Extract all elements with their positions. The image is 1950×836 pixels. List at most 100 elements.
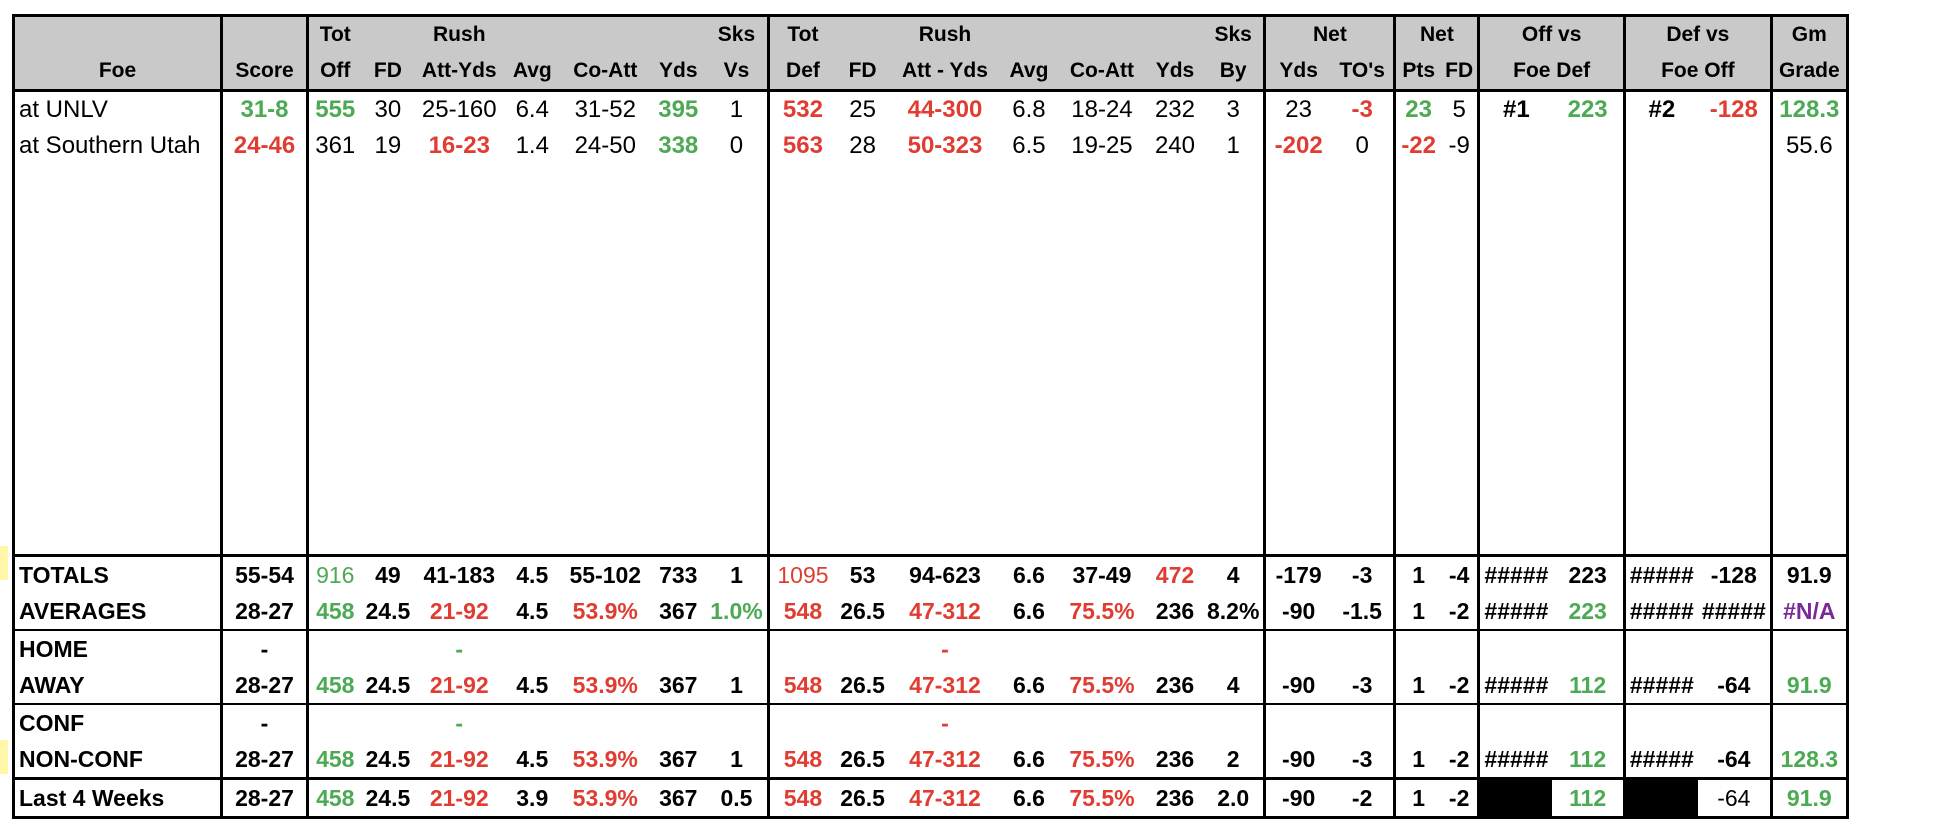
header-cell: FD [361, 53, 415, 92]
net-to-cell: -3 [1330, 554, 1395, 593]
score-cell: 28-27 [220, 777, 308, 818]
header-cell: Co-Att [1056, 53, 1147, 92]
header-cell: Tot [766, 15, 837, 53]
net-fd-cell: -2 [1440, 777, 1479, 818]
def-vs-off-cell: ##### [1701, 597, 1766, 624]
net-to-cell: 0 [1355, 132, 1369, 159]
sks-by-cell: 2 [1226, 745, 1240, 772]
foe-cell: at UNLV [19, 96, 108, 123]
off-rank-cell: ##### [1477, 554, 1553, 593]
header-cell: Net [1393, 15, 1479, 53]
avg-def-cell: 6.6 [1000, 554, 1057, 593]
fd-def-cell: 28 [849, 132, 876, 159]
avg-def-cell: 6.5 [1012, 132, 1046, 159]
tot-off-cell: 458 [306, 593, 362, 630]
home-row: HOME - - - [13, 629, 1848, 667]
header-cell: Def vs [1622, 15, 1772, 53]
fd-cell: 49 [361, 554, 415, 593]
rush-off-cell: 21-92 [429, 671, 489, 698]
net-fd-cell: -4 [1440, 554, 1479, 593]
fd-def-cell: 26.5 [840, 671, 885, 698]
header-cell: Avg [504, 53, 561, 92]
off-rank-cell: ##### [1477, 667, 1553, 704]
row-highlight-mark [0, 740, 8, 774]
rush-off-cell: 21-92 [429, 745, 489, 772]
avg-def-cell: 6.8 [1012, 96, 1046, 123]
pass-yds-def-cell: 232 [1154, 96, 1195, 123]
fd-cell: 19 [374, 132, 402, 159]
avg-def-cell: 6.6 [1000, 777, 1057, 818]
score-cell: 28-27 [220, 667, 308, 704]
net-fd-cell: -2 [1448, 745, 1470, 772]
grade-cell: 91.9 [1769, 777, 1848, 818]
table-row: at UNLV 31-8 555 30 25-160 6.4 31-52 395… [14, 90, 1848, 128]
score-cell: 24-46 [220, 128, 308, 164]
grade-cell: 128.3 [1769, 741, 1848, 779]
row-label: AWAY [19, 671, 85, 698]
score-cell: 28-27 [220, 593, 308, 630]
coatt-def-cell: 37-49 [1056, 554, 1147, 593]
fd-def-cell: 53 [836, 554, 889, 593]
fd-cell: 24.5 [365, 597, 411, 624]
sks-vs-cell: 1 [730, 745, 743, 772]
sks-by-cell: 8.2% [1206, 597, 1260, 624]
def-rank-cell: ##### [1622, 741, 1698, 779]
header-cell: Sks [706, 15, 769, 53]
tot-off-cell: 458 [306, 741, 362, 779]
avg-off-cell: 3.9 [504, 777, 561, 818]
fd-def-cell: 26.5 [840, 597, 885, 624]
pass-yds-def-cell: 236 [1146, 777, 1203, 818]
conf-row: CONF - - - [13, 703, 1848, 741]
header-cell: Def [766, 53, 837, 92]
row-label: NON-CONF [19, 745, 143, 772]
header-cell: By [1202, 53, 1265, 92]
grade-cell: #N/A [1769, 593, 1848, 630]
rush-off-cell: 21-92 [429, 597, 489, 624]
def-rank-cell: ##### [1622, 593, 1698, 630]
coatt-off-cell: 31-52 [574, 96, 636, 123]
header-cell: Net [1263, 15, 1395, 53]
coatt-def-cell: 75.5% [1069, 597, 1135, 624]
rush-def-cell: 47-312 [909, 597, 981, 624]
header-cell: Off [306, 53, 362, 92]
net-yds-cell: -90 [1263, 777, 1331, 818]
tot-off-cell: 916 [306, 554, 362, 593]
def-vs-off-cell: -64 [1697, 777, 1772, 818]
tot-def-cell: 1095 [766, 554, 837, 593]
tot-def-cell: 548 [766, 593, 837, 630]
net-pts-cell: 1 [1393, 741, 1441, 779]
sks-by-cell: 4 [1202, 554, 1265, 593]
header-cell: Foe Def [1477, 53, 1625, 92]
score-cell: 28-27 [220, 741, 308, 779]
header-cell: Rush [888, 15, 1001, 53]
header-cell: Att-Yds [414, 53, 505, 92]
tot-off-cell: 458 [306, 667, 362, 704]
score-cell: 31-8 [220, 90, 308, 128]
coatt-def-cell: 19-25 [1071, 132, 1133, 159]
coatt-off-cell: 53.9% [572, 671, 638, 698]
header-cell: Foe Off [1622, 53, 1772, 92]
off-vs-def-cell: 223 [1552, 554, 1625, 593]
empty-rows [14, 164, 1848, 556]
score-cell: 55-54 [220, 554, 308, 593]
tot-off-cell: 361 [306, 128, 362, 164]
net-fd-cell: -2 [1448, 671, 1470, 698]
header-cell [1000, 15, 1057, 53]
header-cell: Yds [650, 53, 707, 92]
off-vs-def-cell: 112 [1569, 745, 1607, 772]
header-cell: Gm [1769, 15, 1848, 53]
score-cell: - [220, 629, 308, 667]
avg-def-cell: 6.6 [1012, 745, 1045, 772]
pass-yds-def-cell: 236 [1155, 597, 1195, 624]
net-yds-cell: -90 [1263, 741, 1331, 779]
sks-vs-cell: 0 [729, 132, 744, 159]
header-cell: TO's [1330, 53, 1395, 92]
sks-by-cell: 1 [1226, 132, 1240, 159]
net-yds-cell: -90 [1263, 667, 1331, 704]
def-vs-off-cell: -128 [1709, 96, 1758, 123]
pass-yds-off-cell: 367 [659, 597, 698, 624]
off-rank-cell [1477, 128, 1553, 164]
header-cell: Sks [1202, 15, 1265, 53]
rush-def-cell: - [888, 703, 1001, 741]
table-row: at Southern Utah 24-46 361 19 16-23 1.4 … [14, 128, 1848, 164]
